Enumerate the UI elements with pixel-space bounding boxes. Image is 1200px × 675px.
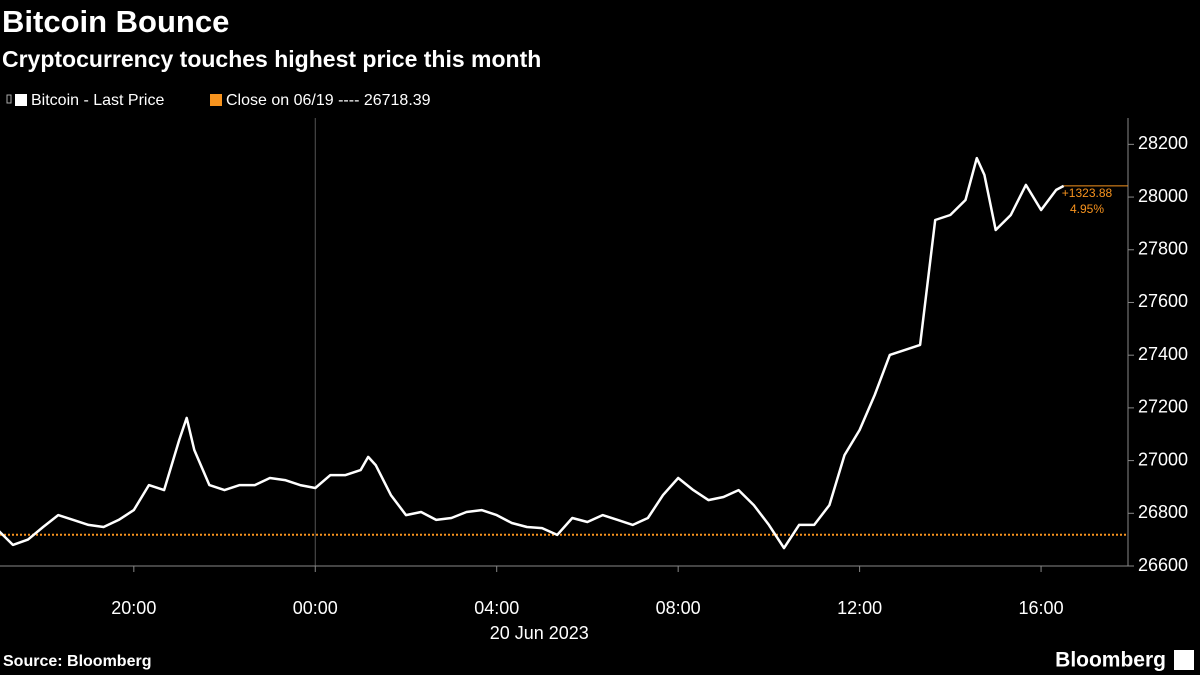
legend-swatch: [15, 94, 27, 106]
legend-label: Close on 06/19 ---- 26718.39: [226, 92, 431, 109]
y-tick-label: 27400: [1138, 344, 1188, 364]
annotation: +1323.88: [1062, 186, 1113, 200]
chart-subtitle: Cryptocurrency touches highest price thi…: [2, 46, 541, 72]
source: Source: Bloomberg: [3, 653, 151, 670]
x-axis-label: 20 Jun 2023: [490, 623, 589, 643]
x-tick-label: 12:00: [837, 598, 882, 618]
y-tick-label: 28000: [1138, 186, 1188, 206]
x-tick-label: 20:00: [111, 598, 156, 618]
y-tick-label: 26600: [1138, 555, 1188, 575]
x-tick-label: 16:00: [1019, 598, 1064, 618]
legend-icon-small: [6, 94, 12, 104]
x-tick-label: 04:00: [474, 598, 519, 618]
y-tick-label: 27200: [1138, 397, 1188, 417]
y-tick-label: 27600: [1138, 291, 1188, 311]
y-tick-label: 27000: [1138, 449, 1188, 469]
legend-label: Bitcoin - Last Price: [31, 92, 164, 109]
y-tick-label: 26800: [1138, 502, 1188, 522]
logo-icon: [1174, 650, 1194, 670]
x-tick-label: 08:00: [656, 598, 701, 618]
x-tick-label: 00:00: [293, 598, 338, 618]
logo: Bloomberg: [1055, 649, 1166, 672]
y-tick-label: 28200: [1138, 133, 1188, 153]
y-tick-label: 27800: [1138, 239, 1188, 259]
legend-swatch: [210, 94, 222, 106]
price-line: [0, 156, 1065, 550]
chart-title: Bitcoin Bounce: [2, 4, 229, 39]
annotation: 4.95%: [1070, 202, 1104, 216]
